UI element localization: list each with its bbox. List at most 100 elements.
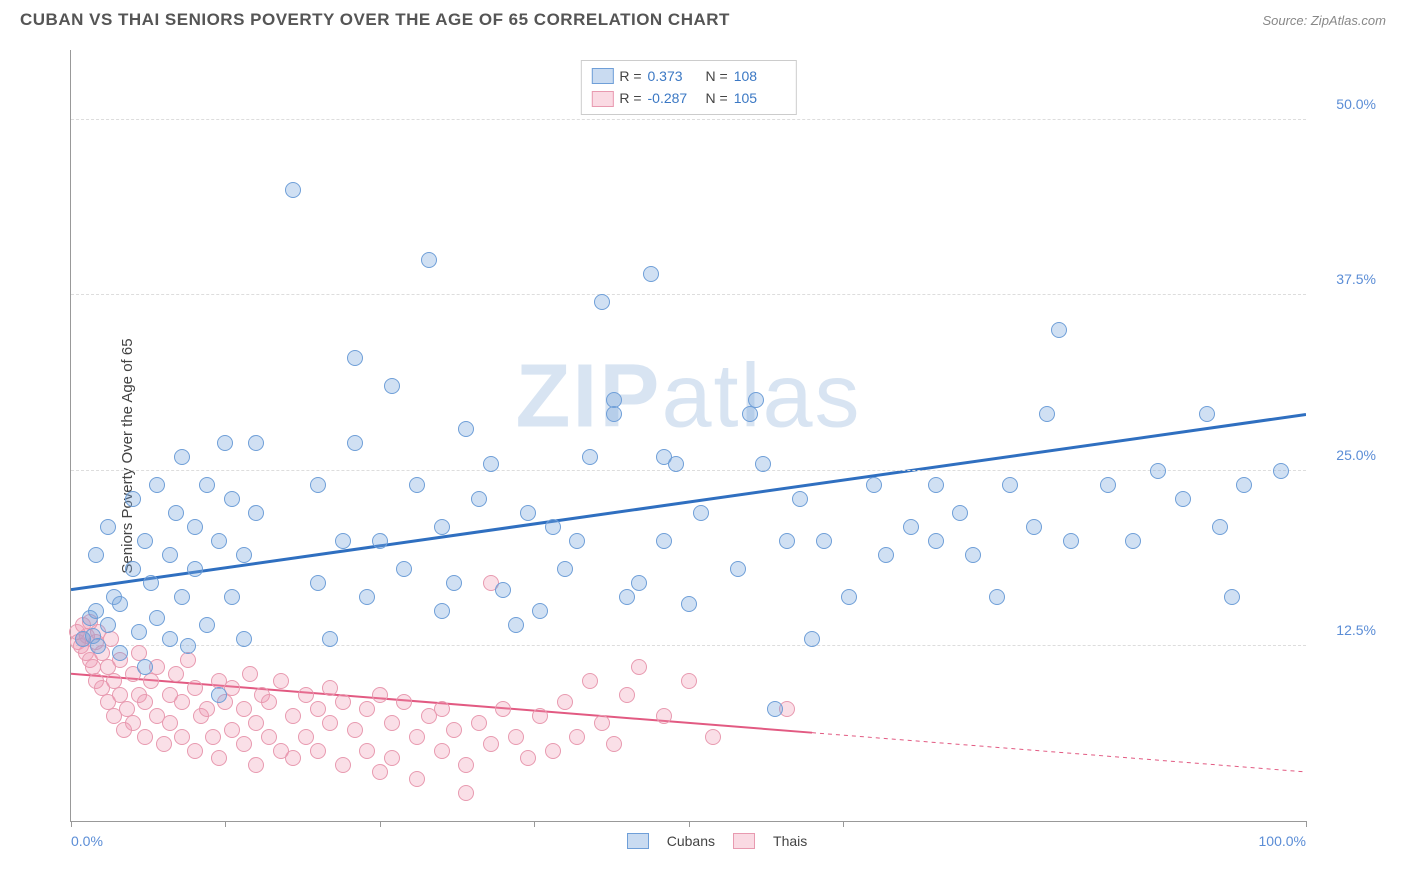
scatter-point-thais — [187, 680, 203, 696]
y-tick-label: 37.5% — [1336, 271, 1376, 287]
scatter-point-cubans — [643, 266, 659, 282]
scatter-point-cubans — [384, 378, 400, 394]
scatter-point-cubans — [730, 561, 746, 577]
scatter-point-cubans — [928, 477, 944, 493]
scatter-point-cubans — [90, 638, 106, 654]
scatter-point-thais — [335, 694, 351, 710]
scatter-point-thais — [168, 666, 184, 682]
scatter-point-cubans — [112, 645, 128, 661]
scatter-point-thais — [409, 771, 425, 787]
scatter-point-thais — [606, 736, 622, 752]
scatter-point-cubans — [569, 533, 585, 549]
scatter-point-cubans — [520, 505, 536, 521]
chart-container: Seniors Poverty Over the Age of 65 ZIPat… — [20, 40, 1386, 872]
scatter-point-thais — [557, 694, 573, 710]
y-tick-label: 25.0% — [1336, 447, 1376, 463]
scatter-point-cubans — [137, 659, 153, 675]
scatter-point-cubans — [88, 547, 104, 563]
scatter-point-thais — [681, 673, 697, 689]
scatter-point-thais — [187, 743, 203, 759]
scatter-point-cubans — [748, 392, 764, 408]
x-tick-label-max: 100.0% — [1259, 833, 1306, 849]
scatter-point-cubans — [409, 477, 425, 493]
scatter-point-cubans — [162, 631, 178, 647]
scatter-point-thais — [594, 715, 610, 731]
scatter-point-cubans — [125, 491, 141, 507]
scatter-point-cubans — [434, 603, 450, 619]
scatter-point-thais — [384, 750, 400, 766]
n-value-cubans: 108 — [734, 65, 786, 87]
r-value-cubans: 0.373 — [648, 65, 700, 87]
scatter-point-cubans — [878, 547, 894, 563]
scatter-point-cubans — [1125, 533, 1141, 549]
scatter-point-cubans — [372, 533, 388, 549]
scatter-point-cubans — [149, 610, 165, 626]
scatter-point-thais — [322, 715, 338, 731]
scatter-point-thais — [285, 750, 301, 766]
scatter-point-cubans — [1273, 463, 1289, 479]
scatter-point-cubans — [446, 575, 462, 591]
scatter-point-cubans — [1212, 519, 1228, 535]
source-prefix: Source: — [1262, 13, 1310, 28]
x-tick-label-min: 0.0% — [71, 833, 103, 849]
watermark: ZIPatlas — [515, 345, 861, 448]
scatter-point-cubans — [755, 456, 771, 472]
scatter-point-cubans — [211, 687, 227, 703]
scatter-point-thais — [446, 722, 462, 738]
scatter-point-thais — [569, 729, 585, 745]
scatter-point-cubans — [335, 533, 351, 549]
scatter-point-cubans — [1002, 477, 1018, 493]
scatter-point-cubans — [434, 519, 450, 535]
scatter-point-cubans — [310, 575, 326, 591]
legend-swatch-cubans — [627, 833, 649, 849]
scatter-point-thais — [631, 659, 647, 675]
scatter-point-cubans — [1150, 463, 1166, 479]
scatter-point-thais — [125, 715, 141, 731]
legend-swatch-thais — [733, 833, 755, 849]
scatter-point-cubans — [199, 617, 215, 633]
scatter-point-cubans — [508, 617, 524, 633]
scatter-point-thais — [298, 687, 314, 703]
scatter-point-thais — [495, 701, 511, 717]
scatter-point-cubans — [174, 449, 190, 465]
scatter-point-cubans — [471, 491, 487, 507]
scatter-point-cubans — [236, 631, 252, 647]
scatter-point-thais — [434, 743, 450, 759]
plot-area: ZIPatlas R = 0.373 N = 108 R = -0.287 N … — [70, 50, 1306, 822]
legend-label-cubans: Cubans — [667, 833, 715, 849]
scatter-point-cubans — [187, 561, 203, 577]
scatter-point-cubans — [421, 252, 437, 268]
series-legend: Cubans Thais — [627, 833, 808, 849]
scatter-point-thais — [508, 729, 524, 745]
x-tick — [71, 821, 72, 827]
scatter-point-thais — [261, 729, 277, 745]
correlation-stats-box: R = 0.373 N = 108 R = -0.287 N = 105 — [580, 60, 796, 115]
scatter-point-thais — [224, 722, 240, 738]
scatter-point-thais — [471, 715, 487, 731]
scatter-point-thais — [156, 736, 172, 752]
scatter-point-thais — [242, 666, 258, 682]
scatter-point-cubans — [100, 519, 116, 535]
scatter-point-thais — [137, 729, 153, 745]
scatter-point-thais — [236, 701, 252, 717]
x-tick — [534, 821, 535, 827]
y-tick-label: 50.0% — [1336, 96, 1376, 112]
r-label: R = — [619, 65, 641, 87]
scatter-point-cubans — [112, 596, 128, 612]
scatter-point-cubans — [137, 533, 153, 549]
scatter-point-cubans — [359, 589, 375, 605]
scatter-point-thais — [298, 729, 314, 745]
scatter-point-thais — [335, 757, 351, 773]
scatter-point-cubans — [1224, 589, 1240, 605]
scatter-point-cubans — [594, 294, 610, 310]
scatter-point-cubans — [162, 547, 178, 563]
x-tick — [1306, 821, 1307, 827]
scatter-point-cubans — [310, 477, 326, 493]
scatter-point-thais — [582, 673, 598, 689]
scatter-point-cubans — [866, 477, 882, 493]
stats-row-thais: R = -0.287 N = 105 — [591, 87, 785, 109]
legend-label-thais: Thais — [773, 833, 807, 849]
source-link[interactable]: ZipAtlas.com — [1311, 13, 1386, 28]
scatter-point-cubans — [668, 456, 684, 472]
scatter-point-thais — [273, 673, 289, 689]
